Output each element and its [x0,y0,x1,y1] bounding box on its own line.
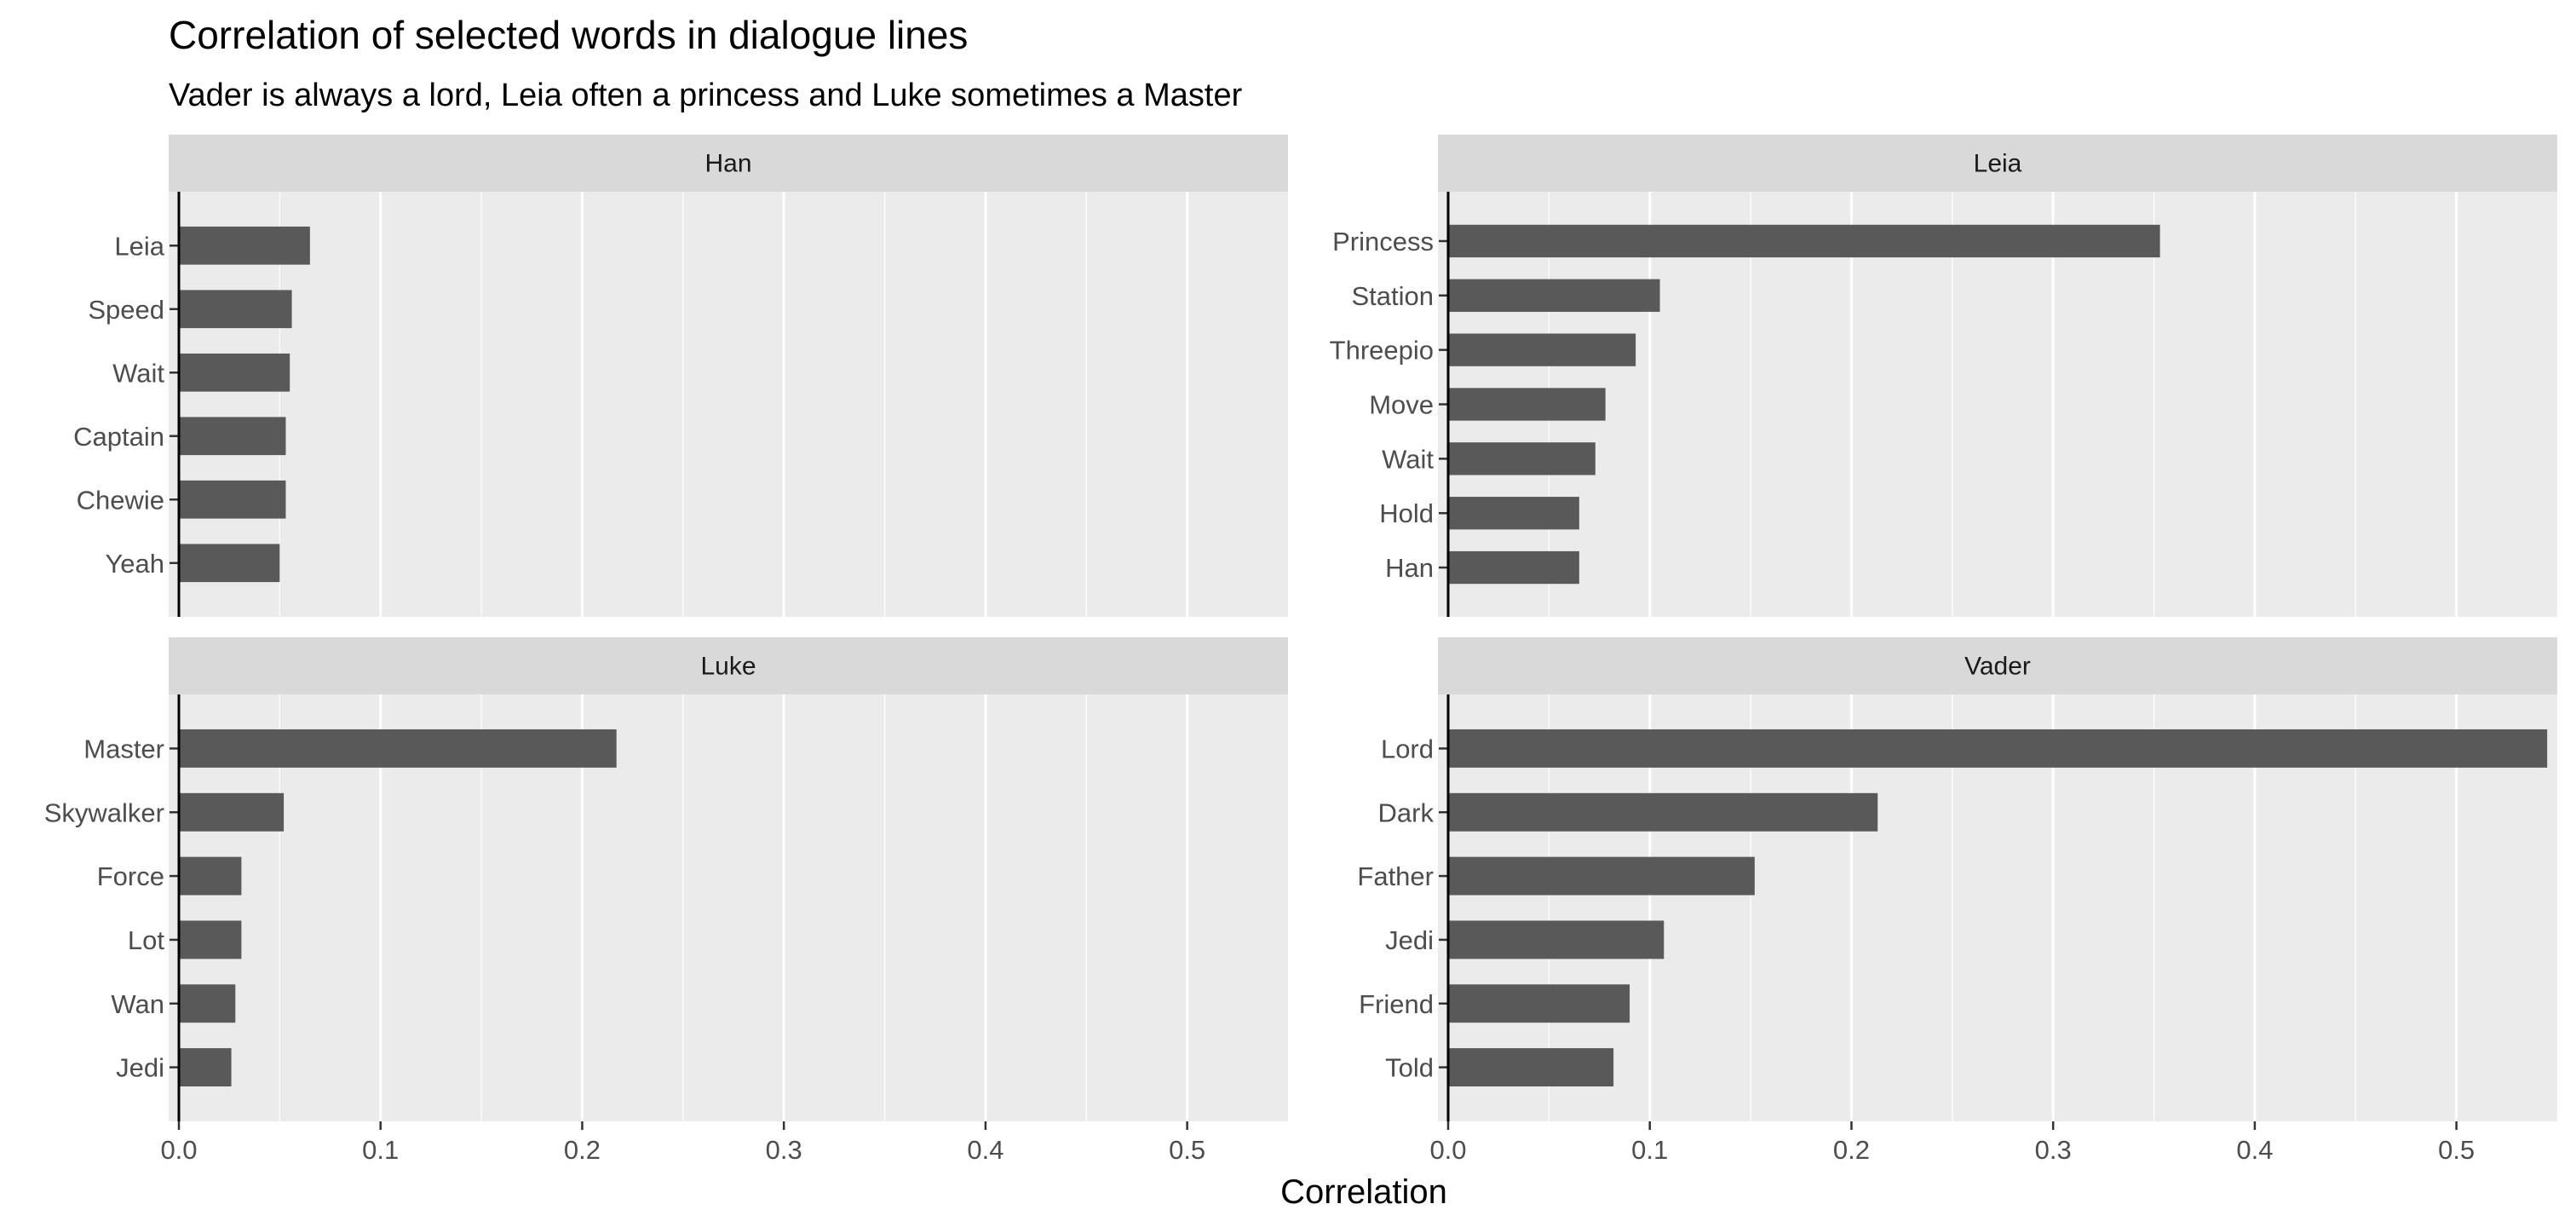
facet-strip [1438,637,2557,694]
bar-father [1448,856,1755,896]
y-tick-label: Lord [1381,734,1434,763]
x-tick-label: 0.1 [1631,1135,1668,1165]
bar-dark [1448,792,1878,832]
facet-han: Han Leia Speed Wait Captain Chewie Yeah [73,135,1288,617]
facet-strip [169,637,1288,694]
x-tick-label: 0.2 [1833,1135,1870,1165]
bar-jedi [179,1048,232,1087]
facet-strip [169,135,1288,192]
bar-threepio [1448,333,1636,366]
bar-lord [1448,729,2548,768]
x-tick-label: 0.2 [564,1135,601,1165]
x-tick-label: 0.1 [362,1135,399,1165]
y-tick-label: Captain [73,422,164,452]
bar-speed [179,290,292,329]
bar-hold [1448,497,1579,530]
bar-captain [179,417,286,456]
bar-princess [1448,224,2160,258]
y-tick-label: Skywalker [44,798,164,827]
bar-wait [179,353,290,392]
x-tick-label: 0.5 [2438,1135,2475,1165]
bar-station [1448,279,1660,312]
facet-panel-background [169,192,1288,617]
bar-master [179,729,617,768]
bar-lot [179,920,242,959]
y-tick-label: Told [1385,1053,1434,1083]
y-tick-label: Wan [111,989,164,1019]
x-tick-label: 0.0 [160,1135,197,1165]
bar-skywalker [179,792,285,832]
x-tick-label: 0.3 [766,1135,802,1165]
y-tick-label: Hold [1379,498,1434,528]
bar-move [1448,388,1606,421]
y-tick-label: Threepio [1330,336,1434,366]
facet-panel-background [1438,192,2557,617]
x-tick-label: 0.4 [2236,1135,2273,1165]
y-tick-label: Station [1351,281,1434,311]
facet-luke: Luke Master Skywalker Force Lot Wan Jedi 0.0 0.1… [44,637,1288,1165]
y-tick-label: Princess [1332,227,1434,256]
y-tick-label: Jedi [116,1053,164,1083]
bar-told [1448,1048,1614,1087]
bar-wait [1448,442,1596,475]
facet-strip-label: Han [704,150,751,178]
facet-strip-label: Luke [700,653,756,681]
bar-chewie [179,480,286,519]
bar-yeah [179,544,280,583]
x-tick-label: 0.3 [2035,1135,2072,1165]
y-tick-label: Dark [1378,798,1435,827]
y-tick-label: Move [1369,390,1434,420]
y-tick-label: Wait [1382,444,1434,474]
y-tick-label: Father [1357,861,1434,891]
y-tick-label: Jedi [1385,925,1434,955]
y-tick-label: Force [97,861,164,891]
facet-vader: Vader Lord Dark Father Jedi Friend Told 0.0 0.1 0… [1357,637,2557,1165]
bar-jedi [1448,920,1665,959]
bar-wan [179,984,236,1023]
x-tick-label: 0.4 [967,1135,1003,1165]
chart-title: Correlation of selected words in dialogu… [169,13,968,57]
y-tick-label: Yeah [105,549,164,579]
y-tick-label: Speed [88,295,164,325]
y-tick-label: Master [83,734,164,763]
x-tick-label: 0.0 [1429,1135,1466,1165]
bar-friend [1448,984,1630,1023]
facet-strip-label: Vader [1964,653,2031,681]
chart-subtitle: Vader is always a lord, Leia often a pri… [169,78,1243,113]
facet-panels: Han Leia Speed Wait Captain Chewie Yeah Leia Pri… [44,135,2557,1165]
y-tick-label: Lot [128,925,164,955]
bar-leia [179,226,310,265]
facet-strip [1438,135,2557,192]
y-tick-label: Friend [1359,989,1434,1019]
y-tick-label: Chewie [77,485,164,515]
y-tick-label: Wait [112,358,164,388]
y-tick-label: Leia [114,231,164,261]
facet-leia: Leia Princess Station Threepio Move Wait Hold H… [1330,135,2557,617]
x-axis-title: Correlation [1280,1173,1447,1211]
y-tick-label: Han [1385,553,1434,583]
bar-force [179,856,242,896]
x-tick-label: 0.5 [1169,1135,1205,1165]
bar-han [1448,550,1579,585]
facet-strip-label: Leia [1974,150,2022,178]
